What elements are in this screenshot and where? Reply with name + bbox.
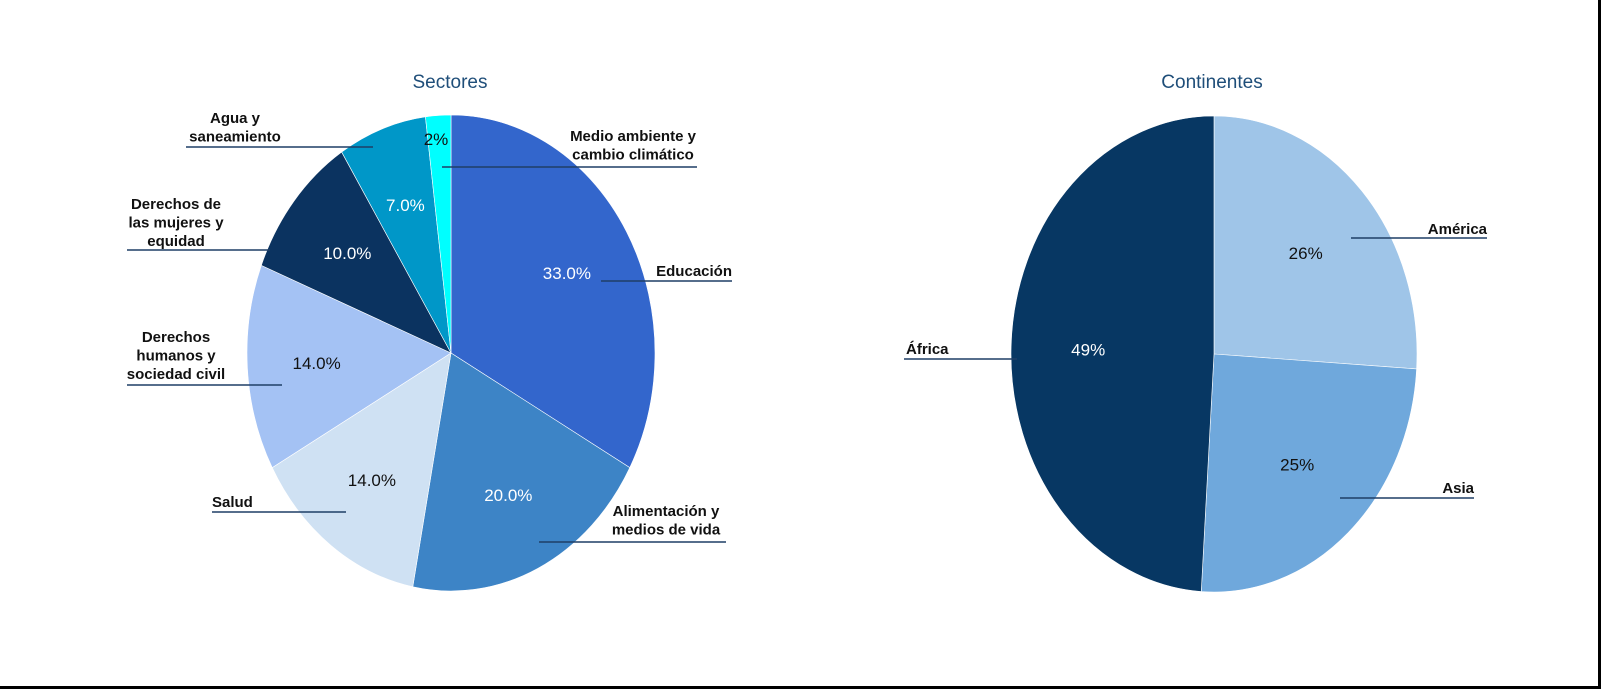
pie-slice-america xyxy=(1213,115,1418,370)
pct-label-agua-y-saneamiento: 7.0% xyxy=(386,196,425,215)
pie-slice-derechos-de-las-mujeres-y-equidad xyxy=(260,151,452,354)
category-label-derechos-humanos-y-sociedad-civil: Derechos humanos y sociedad civil xyxy=(127,329,225,383)
pie-slice-educacion xyxy=(450,114,656,469)
pie-slice-alimentacion-y-medios-de-vida xyxy=(412,352,631,592)
pct-label-salud: 14.0% xyxy=(348,471,396,490)
category-label-derechos-de-las-mujeres-y-equidad: Derechos de las mujeres y equidad xyxy=(128,196,224,250)
pct-label-asia: 25% xyxy=(1280,456,1314,475)
leader-lines xyxy=(127,146,732,543)
category-label-agua-y-saneamiento: Agua y saneamiento xyxy=(189,110,281,146)
leader-lines xyxy=(904,237,1487,499)
chart-title-continentes: Continentes xyxy=(1161,72,1262,93)
pie-slice-medio-ambiente-y-cambio-climatico xyxy=(425,114,452,354)
category-label-asia: Asia xyxy=(1442,480,1474,497)
pct-label-medio-ambiente-y-cambio-climatico: 2% xyxy=(424,130,449,149)
chart-title-sectores: Sectores xyxy=(413,72,488,93)
pie-slice-africa xyxy=(1010,115,1215,592)
pie-slices xyxy=(246,114,656,592)
pct-label-alimentacion-y-medios-de-vida: 20.0% xyxy=(484,486,532,505)
pct-label-africa: 49% xyxy=(1071,340,1105,359)
category-label-alimentacion-y-medios-de-vida: Alimentación y medios de vida xyxy=(612,503,721,539)
category-label-salud: Salud xyxy=(212,494,253,511)
category-label-educacion: Educación xyxy=(656,263,732,280)
pct-label-america: 26% xyxy=(1289,244,1323,263)
pie-slice-agua-y-saneamiento xyxy=(341,116,452,354)
frame-border-right xyxy=(1598,0,1601,689)
pct-label-derechos-humanos-y-sociedad-civil: 14.0% xyxy=(292,354,340,373)
pct-label-derechos-de-las-mujeres-y-equidad: 10.0% xyxy=(323,244,371,263)
slice-labels: 26% América 25% Asia 49% África xyxy=(906,221,1488,497)
category-label-medio-ambiente-y-cambio-climatico: Medio ambiente y cambio climático xyxy=(570,128,697,164)
pie-slices xyxy=(1010,115,1418,593)
pie-slice-asia xyxy=(1200,353,1417,593)
category-label-america: América xyxy=(1428,221,1488,238)
pie-slice-derechos-humanos-y-sociedad-civil xyxy=(246,264,452,469)
pct-label-educacion: 33.0% xyxy=(543,264,591,283)
pie-slice-salud xyxy=(271,352,452,588)
slice-labels: 33.0% Educación 20.0% Alimentación y medios … xyxy=(127,110,732,539)
category-label-africa: África xyxy=(906,341,949,358)
frame-border-bottom xyxy=(0,686,1601,689)
